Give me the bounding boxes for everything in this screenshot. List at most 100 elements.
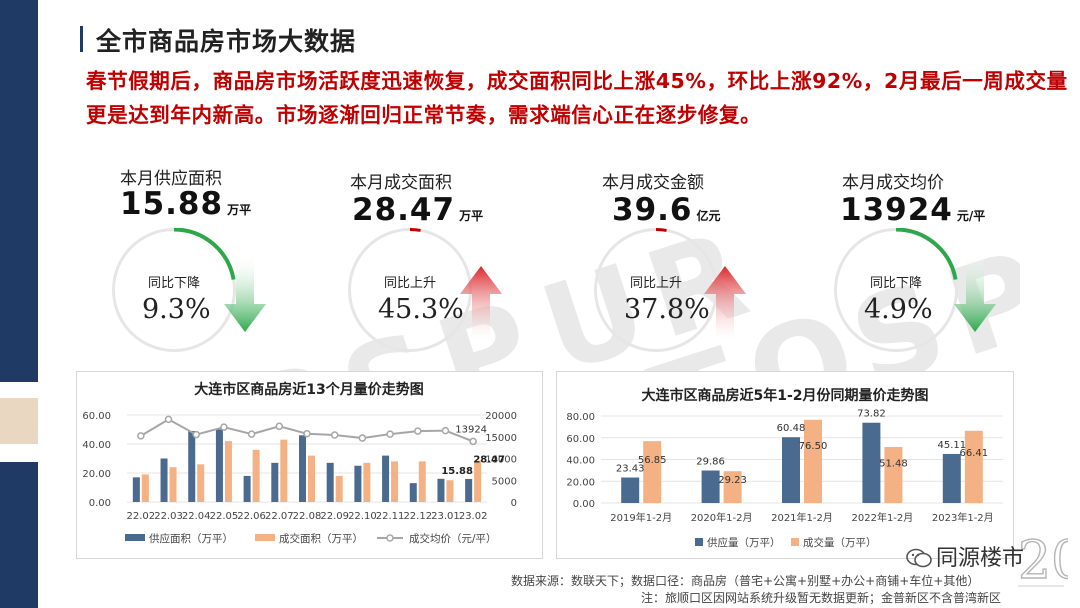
- kpi-value-number: 28.47: [352, 192, 456, 228]
- chart1-bar-deal: [169, 467, 177, 502]
- chart1-xtick: 22.10: [348, 511, 377, 522]
- chart1-price-point: [275, 422, 284, 431]
- chart2-title: 大连市区商品房近5年1-2月份同期量价走势图: [641, 387, 928, 404]
- chart1-price-point: [137, 432, 145, 440]
- chart1-bar-deal: [474, 460, 482, 502]
- chart1-bar-deal: [197, 464, 205, 502]
- chart1-legend-swatch-supply: [125, 534, 145, 541]
- kpi-label: 本月供应面积: [120, 169, 222, 189]
- chart2-label-supply: 23.43: [616, 464, 645, 475]
- chart1-ytick-left: 20.00: [82, 469, 111, 480]
- svg-text:20: 20: [1018, 531, 1068, 591]
- title-accent-bar: [80, 26, 83, 52]
- chart1-price-point: [414, 427, 422, 435]
- sidebar-block-top: [0, 0, 38, 382]
- chart-13-months: 大连市区商品房近13个月量价走势图 0.00 20.00 40.00 60.00 0 500…: [76, 371, 543, 559]
- chart-13-months-svg: 大连市区商品房近13个月量价走势图 0.00 20.00 40.00 60.00 0 500…: [82, 381, 517, 545]
- chart1-xtick: 22.03: [154, 511, 183, 522]
- brand-label: 同源楼市: [906, 540, 1024, 572]
- chart2-ytick: 0.00: [573, 499, 595, 510]
- chart1-ytick-left: 0.00: [89, 498, 111, 509]
- chart1-xtick: 22.09: [320, 511, 349, 522]
- kpi-value: 15.88 万平: [120, 186, 251, 222]
- chart2-bar-deal: [723, 471, 742, 503]
- chart1-xtick: 22.11: [376, 511, 405, 522]
- chart2-xtick: 2021年1-2月: [771, 511, 833, 524]
- chart1-bar-supply: [243, 475, 251, 502]
- chart1-price-point: [192, 430, 200, 439]
- kpi-change-label: 同比上升: [384, 276, 437, 291]
- chart2-ytick: 80.00: [566, 412, 595, 423]
- chart1-legend-deal: 成交面积（万平）: [279, 532, 363, 545]
- kpi-change-value: 37.8%: [624, 294, 710, 325]
- kpi-change-label: 同比下降: [870, 276, 923, 291]
- chart2-bar-supply: [942, 453, 961, 503]
- chart1-bar-supply: [271, 462, 279, 502]
- arrow-down-icon: [224, 258, 266, 332]
- chart1-ytick-right: 5000: [492, 476, 517, 487]
- chart1-bar-supply: [132, 477, 140, 502]
- chart1-price-point: [386, 430, 394, 438]
- kpi-ring-progress: [409, 228, 421, 232]
- chart1-xtick: 22.05: [210, 511, 239, 522]
- kpi-change-label: 同比上升: [630, 276, 683, 291]
- chart1-bar-deal: [418, 461, 426, 502]
- kpi-label: 本月成交均价: [842, 173, 944, 193]
- chart1-bar-supply: [382, 455, 390, 502]
- kpi-ring-arc: [173, 228, 236, 280]
- chart2-legend-supply: 供应量（万平）: [707, 536, 781, 549]
- chart1-xtick: 23.02: [459, 511, 488, 522]
- kpi-change-value: 45.3%: [378, 294, 464, 325]
- chart1-xtick: 23.01: [431, 511, 460, 522]
- chart1-xtick: 22.06: [237, 511, 266, 522]
- chart1-bar-deal: [141, 474, 149, 502]
- chart2-legend-swatch-supply: [695, 538, 703, 546]
- chart1-legend-marker-price: [386, 534, 394, 542]
- headline-text: 春节假期后，商品房市场活跃度迅速恢复，成交面积同比上涨45%，环比上涨92%，2…: [86, 69, 1068, 127]
- chart1-bar-supply: [465, 478, 473, 502]
- chart2-label-deal: 76.50: [799, 441, 828, 452]
- chart2-label-supply: 60.48: [777, 423, 806, 434]
- sidebar-block-bottom: [0, 462, 38, 608]
- chart2-label-supply: 45.11: [937, 440, 966, 451]
- footnote-source: 数据来源：数联天下；数据口径：商品房（普宅+公寓+别墅+办公+商铺+车位+其他）: [511, 574, 980, 588]
- chart2-bar-deal: [964, 430, 983, 503]
- chart1-label-deal: 28.47: [473, 455, 505, 466]
- chart1-xtick: 22.02: [127, 511, 156, 522]
- chart1-xtick: 22.07: [265, 511, 294, 522]
- chart1-bar-supply: [409, 483, 417, 502]
- chart1-price-point: [247, 430, 256, 438]
- kpi-ring-arc: [409, 228, 421, 232]
- chart2-bar-supply: [862, 422, 881, 503]
- chart1-title: 大连市区商品房近13个月量价走势图: [194, 381, 423, 398]
- kpi-unit: 万平: [459, 209, 484, 223]
- chart1-bar-supply: [326, 462, 334, 502]
- chart2-xtick: 2019年1-2月: [610, 511, 672, 524]
- chart1-price-point: [330, 431, 339, 439]
- arrow-up-icon: [460, 266, 502, 340]
- chart1-price-point: [469, 437, 477, 446]
- chart1-price-point: [220, 423, 228, 431]
- chart1-bar-supply: [299, 435, 306, 502]
- chart1-bar-supply: [188, 430, 196, 502]
- kpi-value-number: 39.6: [612, 192, 693, 228]
- chart1-xtick: 22.08: [293, 511, 322, 522]
- chart1-bar-deal: [391, 461, 399, 502]
- chart2-bar-deal: [884, 447, 903, 503]
- kpi-label: 本月成交面积: [350, 173, 452, 193]
- kpi-change-value: 4.9%: [864, 294, 933, 325]
- chart1-bar-deal: [252, 449, 260, 502]
- chart1-bar-deal: [335, 475, 343, 502]
- kpi-label: 本月成交金额: [602, 173, 704, 193]
- kpi-ring-arc: [895, 228, 958, 280]
- chart1-bar-supply: [215, 429, 223, 502]
- kpi-value: 39.6 亿元: [612, 192, 721, 228]
- arrow-down-icon: [954, 258, 996, 332]
- chart1-price-point: [303, 429, 311, 438]
- chart1-price-point: [441, 426, 450, 435]
- kpi-change-value: 9.3%: [142, 294, 211, 325]
- chart1-bar-deal: [280, 439, 288, 502]
- chart2-label-supply: 29.86: [696, 457, 725, 468]
- chart1-bar-supply: [160, 458, 168, 502]
- chart1-bar-deal: [224, 441, 232, 502]
